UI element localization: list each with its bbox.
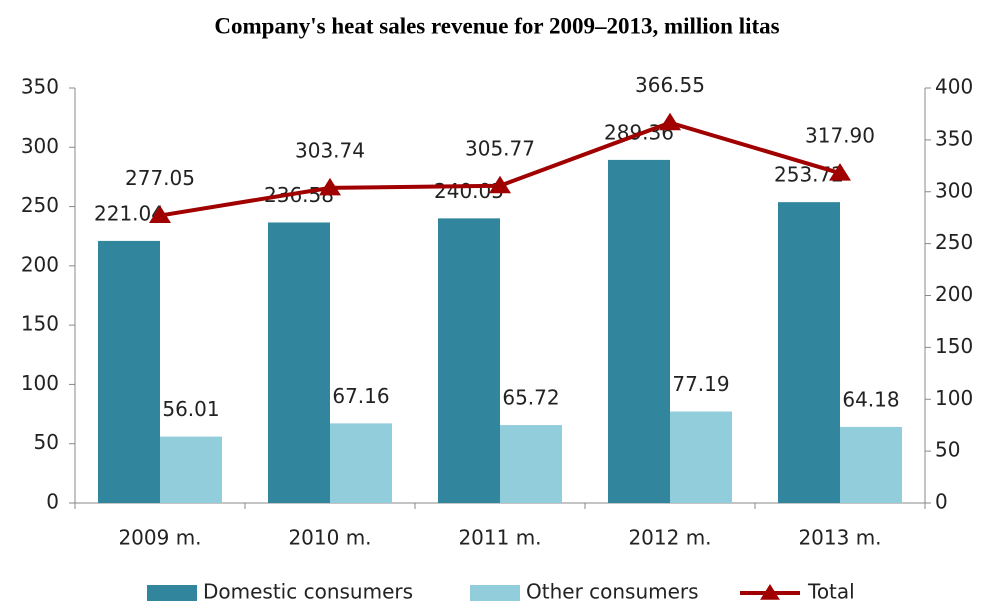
- data-label: 77.19: [672, 372, 729, 396]
- data-label: 277.05: [125, 166, 195, 190]
- bar: [330, 423, 392, 503]
- legend-swatch: [470, 585, 520, 601]
- total-marker: [489, 175, 511, 194]
- x-tick-label: 2012 m.: [628, 526, 711, 550]
- y-tick-label: 250: [21, 193, 59, 217]
- x-tick-label: 2011 m.: [458, 526, 541, 550]
- bar: [778, 202, 840, 503]
- legend-swatch: [760, 584, 780, 600]
- y2-tick-label: 350: [935, 126, 973, 150]
- bar: [608, 159, 670, 503]
- y2-tick-label: 300: [935, 178, 973, 202]
- bar: [268, 222, 330, 504]
- bar: [670, 411, 732, 503]
- y2-tick-label: 150: [935, 334, 973, 358]
- legend-label: Total: [807, 580, 855, 603]
- bar: [438, 218, 500, 503]
- x-tick-label: 2009 m.: [118, 526, 201, 550]
- total-marker: [659, 112, 681, 131]
- y-tick-label: 100: [21, 371, 59, 395]
- bar: [840, 426, 902, 503]
- legend-label: Other consumers: [526, 580, 699, 603]
- chart-title: Company's heat sales revenue for 2009–20…: [214, 13, 779, 38]
- data-label: 65.72: [502, 386, 559, 410]
- legend-label: Domestic consumers: [203, 580, 413, 603]
- total-marker: [829, 163, 851, 181]
- y-tick-label: 0: [46, 490, 59, 514]
- y-tick-label: 300: [21, 134, 59, 158]
- y2-tick-label: 0: [935, 490, 948, 514]
- x-tick-label: 2010 m.: [288, 526, 371, 550]
- data-label: 303.74: [295, 138, 365, 162]
- data-label: 253.72: [774, 163, 844, 187]
- legend-swatch: [147, 585, 197, 601]
- data-label: 317.90: [805, 124, 875, 148]
- data-label: 305.77: [465, 136, 535, 160]
- y2-tick-label: 250: [935, 230, 973, 254]
- y-tick-label: 150: [21, 312, 59, 336]
- data-label: 64.18: [842, 387, 899, 411]
- data-label: 366.55: [635, 73, 705, 97]
- y-tick-label: 50: [34, 430, 59, 454]
- data-label: 56.01: [162, 397, 219, 421]
- total-marker: [149, 205, 171, 224]
- total-marker: [319, 177, 341, 196]
- x-tick-label: 2013 m.: [798, 526, 881, 550]
- data-label: 67.16: [332, 384, 389, 408]
- y-tick-label: 350: [21, 75, 59, 99]
- bar: [500, 425, 562, 503]
- bar: [98, 240, 160, 503]
- y2-tick-label: 200: [935, 282, 973, 306]
- y2-tick-label: 400: [935, 75, 973, 99]
- bar: [160, 436, 222, 503]
- y2-tick-label: 100: [935, 386, 973, 410]
- y2-tick-label: 50: [935, 438, 960, 462]
- y-tick-label: 200: [21, 252, 59, 276]
